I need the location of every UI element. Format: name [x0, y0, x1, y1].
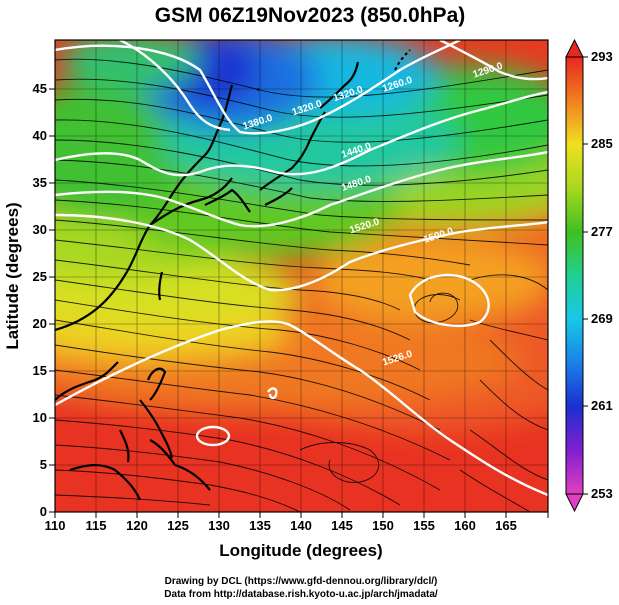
wind-streamlines	[55, 58, 548, 512]
temperature-field	[55, 40, 548, 512]
map-title: GSM 06Z19Nov2023 (850.0hPa)	[155, 4, 466, 27]
y-tick-label: 45	[33, 81, 47, 96]
colorbar-tick-label: 277	[591, 224, 613, 239]
colorbar-tick-label: 269	[591, 311, 613, 326]
x-tick-label: 140	[290, 518, 312, 533]
y-tick-label: 0	[40, 504, 47, 519]
x-tick-label: 125	[167, 518, 189, 533]
y-tick-label: 5	[40, 457, 47, 472]
x-tick-label: 150	[372, 518, 394, 533]
y-axis-label: Latitude (degrees)	[3, 202, 22, 349]
colorbar-tick-label: 261	[591, 398, 613, 413]
y-tick-label: 15	[33, 363, 47, 378]
x-tick-label: 165	[495, 518, 517, 533]
y-axis: 0 5 10 15 20 25 30 35 40 45	[33, 81, 55, 519]
x-tick-label: 115	[86, 518, 107, 533]
y-tick-label: 25	[33, 269, 47, 284]
x-axis-label: Longitude (degrees)	[219, 541, 382, 560]
colorbar-max-arrow	[565, 38, 584, 58]
y-tick-label: 40	[33, 128, 47, 143]
colorbar-tick-label: 293	[591, 49, 613, 64]
colorbar-min-arrow	[565, 493, 584, 513]
y-tick-label: 10	[33, 410, 47, 425]
x-tick-label: 145	[331, 518, 353, 533]
x-tick-label: 160	[454, 518, 476, 533]
height-contours	[55, 40, 548, 497]
y-tick-label: 30	[33, 222, 47, 237]
colorbar-tick-label: 253	[591, 486, 613, 501]
x-tick-label: 135	[249, 518, 271, 533]
x-tick-label: 110	[45, 518, 66, 533]
colorbar: 293 285 277 269 261 253	[565, 38, 613, 513]
y-tick-label: 35	[33, 175, 47, 190]
x-tick-label: 120	[126, 518, 148, 533]
colorbar-gradient	[565, 56, 584, 495]
credit-drawing: Drawing by DCL (https://www.gfd-dennou.o…	[165, 576, 438, 587]
colorbar-tick-label: 285	[591, 136, 613, 151]
y-tick-label: 20	[33, 316, 47, 331]
x-tick-label: 130	[208, 518, 230, 533]
coast-dots	[394, 49, 411, 71]
x-tick-label: 155	[413, 518, 435, 533]
x-axis: 110 115 120 125 130 135 140 145 150 155 …	[45, 512, 549, 533]
credit-data: Data from http://database.rish.kyoto-u.a…	[164, 589, 438, 600]
